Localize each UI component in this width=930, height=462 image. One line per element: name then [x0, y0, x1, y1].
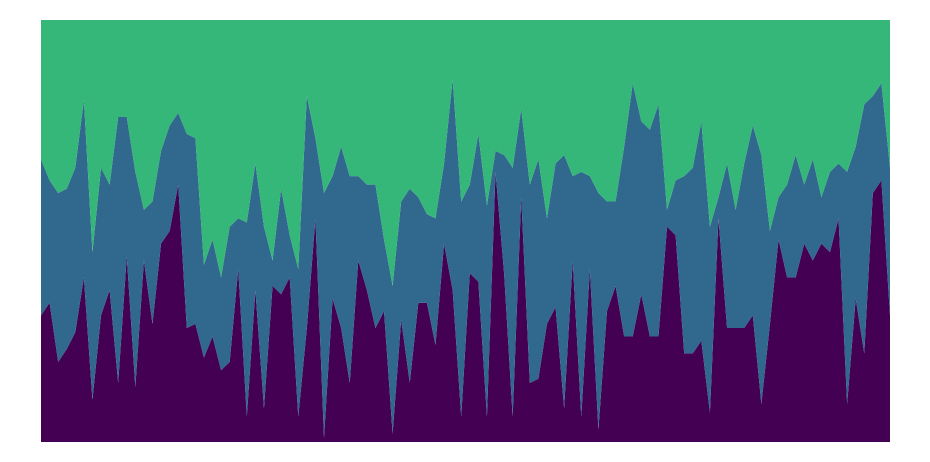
area-series-1 [41, 171, 890, 443]
area-series-2 [41, 79, 890, 438]
area-series-3 [41, 20, 890, 286]
area-layers [41, 20, 890, 443]
